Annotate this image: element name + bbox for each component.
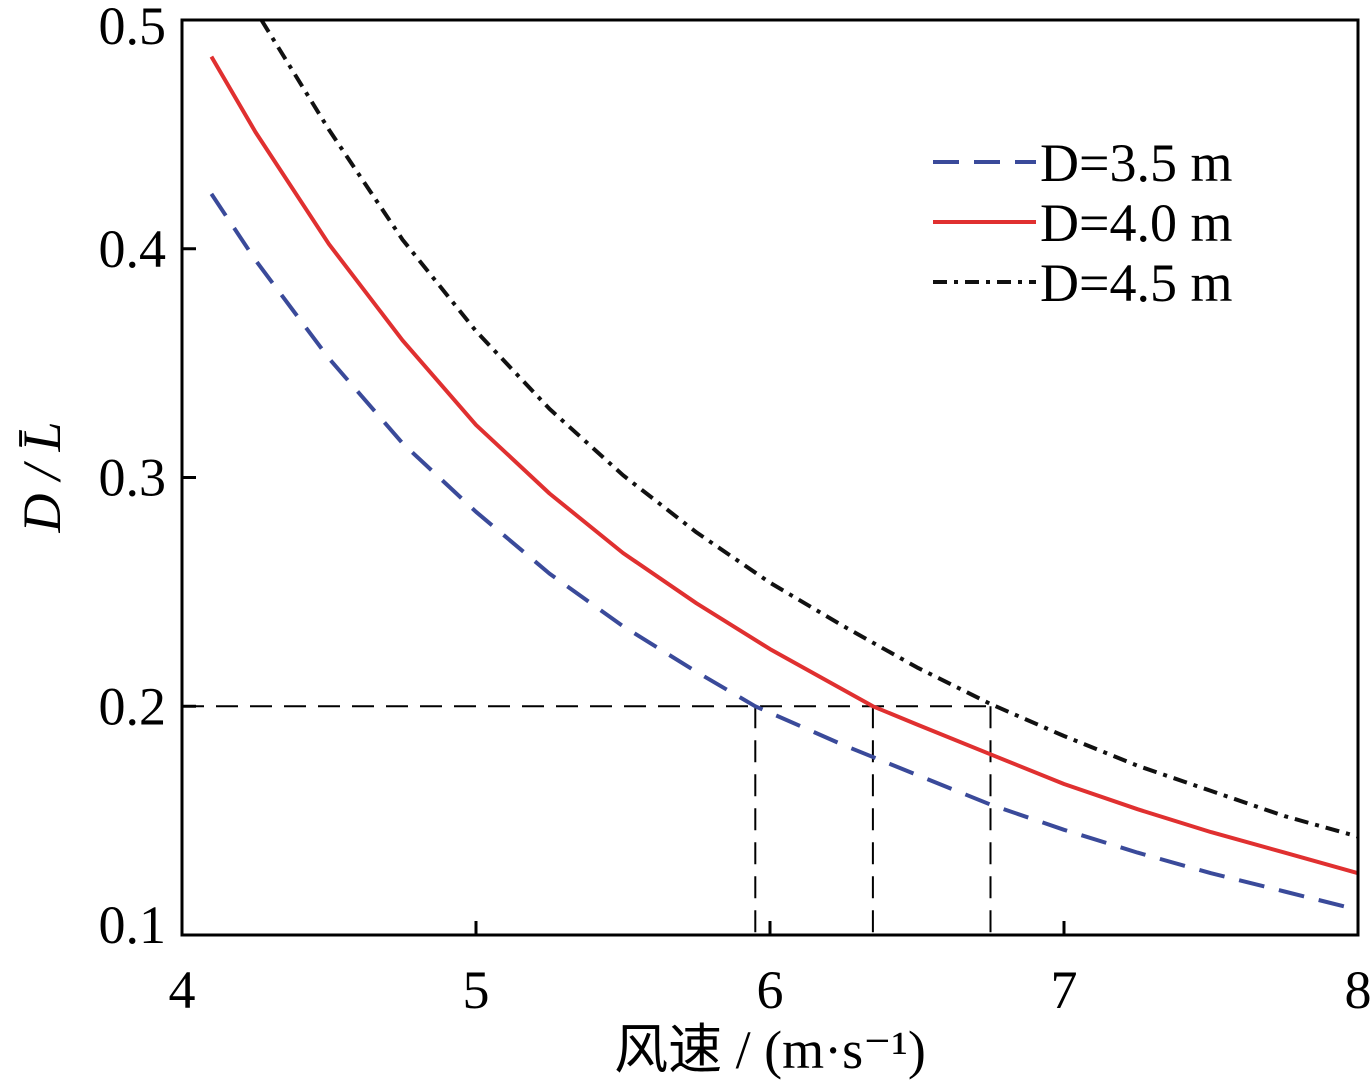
plot-area	[182, 20, 1358, 935]
legend-label: D=3.5 m	[1040, 133, 1232, 193]
x-tick-label: 8	[1345, 960, 1371, 1020]
x-tick-label: 6	[757, 960, 784, 1020]
x-tick-label: 5	[463, 960, 490, 1020]
legend: D=3.5 mD=4.0 mD=4.5 m	[933, 133, 1232, 313]
legend-entry-2: D=4.0 m	[933, 193, 1232, 253]
series-line-1	[209, 192, 1358, 912]
x-tick-label: 4	[169, 960, 196, 1020]
y-tick-label: 0.1	[99, 895, 167, 955]
x-axis-title: 风速 / (m·s⁻¹)	[614, 1020, 926, 1080]
x-tick-label: 7	[1051, 960, 1078, 1020]
y-tick-label: 0.2	[99, 676, 167, 736]
legend-label: D=4.0 m	[1040, 193, 1232, 253]
legend-entry-3: D=4.5 m	[933, 253, 1232, 313]
y-tick-label: 0.3	[99, 448, 167, 508]
y-tick-label: 0.4	[99, 219, 167, 279]
legend-entry-1: D=3.5 m	[933, 133, 1232, 193]
series-line-3	[259, 20, 1358, 839]
series-line-2	[209, 55, 1358, 876]
legend-label: D=4.5 m	[1040, 253, 1232, 313]
axes: 4 5 6 7 8 0.1 0.2 0.3 0.4 0.5	[99, 0, 1371, 1020]
y-axis-title: D / L̄	[12, 421, 72, 533]
y-tick-label: 0.5	[99, 0, 167, 56]
